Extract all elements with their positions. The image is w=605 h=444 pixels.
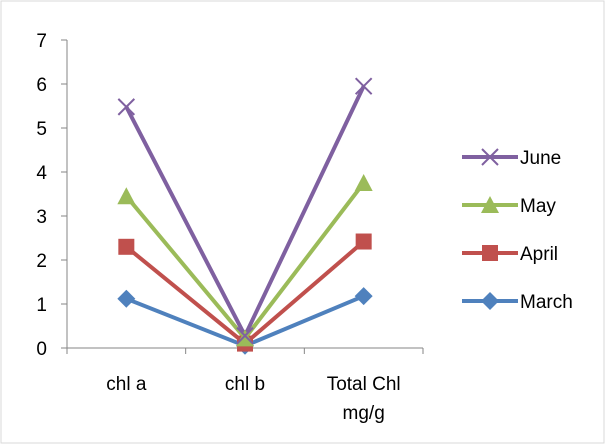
y-tick-label: 1 xyxy=(36,295,47,316)
data-point-june xyxy=(354,77,373,95)
data-point-june xyxy=(236,326,254,345)
legend-label-march: March xyxy=(520,292,573,313)
data-point-may xyxy=(236,329,254,347)
x-category-label: Total Chl mg/g xyxy=(327,374,401,424)
y-tick-label: 2 xyxy=(36,251,47,272)
legend-marker-april xyxy=(482,245,498,261)
data-point-may xyxy=(354,174,373,191)
y-tick-label: 5 xyxy=(36,119,47,140)
y-tick-label: 3 xyxy=(36,207,47,228)
legend-marker-june xyxy=(481,148,499,166)
legend-label-april: April xyxy=(520,244,558,265)
y-tick-label: 7 xyxy=(36,31,47,52)
legend-marker-march xyxy=(481,292,499,310)
legend-item-april: April xyxy=(462,244,558,265)
y-tick-label: 4 xyxy=(36,163,47,184)
y-tick-label: 0 xyxy=(36,339,47,360)
x-category-label: chl a xyxy=(106,374,147,395)
data-point-march xyxy=(117,289,136,308)
legend-item-june: June xyxy=(462,148,561,169)
legend-label-may: May xyxy=(520,196,556,217)
legend-label-june: June xyxy=(520,148,561,169)
data-point-may xyxy=(117,187,136,205)
y-tick-label: 6 xyxy=(36,75,47,96)
legend-marker-may xyxy=(481,196,499,213)
legend-item-march: March xyxy=(462,292,573,313)
data-point-april xyxy=(355,233,372,250)
data-point-april xyxy=(118,238,135,255)
x-category-label: chl b xyxy=(225,374,265,395)
data-point-march xyxy=(354,287,373,306)
data-point-june xyxy=(117,98,136,116)
legend-item-may: May xyxy=(462,196,556,217)
